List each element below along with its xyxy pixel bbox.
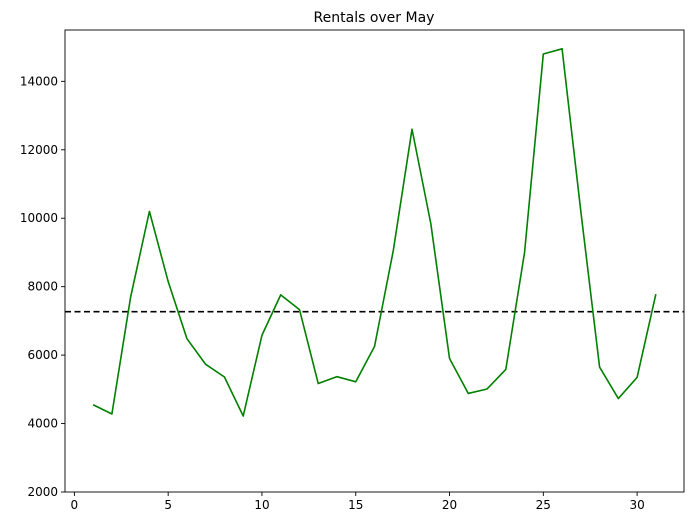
x-tick-label: 25: [536, 498, 551, 512]
x-tick-label: 20: [442, 498, 457, 512]
x-tick-label: 15: [348, 498, 363, 512]
y-tick-label: 14000: [20, 74, 58, 88]
y-tick-label: 8000: [27, 280, 58, 294]
y-tick-label: 12000: [20, 143, 58, 157]
y-tick-label: 2000: [27, 485, 58, 499]
y-tick-label: 6000: [27, 348, 58, 362]
x-tick-label: 30: [629, 498, 644, 512]
x-tick-label: 10: [254, 498, 269, 512]
y-tick-label: 4000: [27, 417, 58, 431]
x-tick-label: 0: [71, 498, 79, 512]
series-line-1: [92, 48, 657, 417]
y-tick-label: 10000: [20, 211, 58, 225]
series-group: [92, 48, 657, 417]
x-tick-label: 5: [164, 498, 172, 512]
plot-frame: [64, 29, 685, 493]
chart-title: Rentals over May: [314, 10, 435, 26]
axes: 0 5 10 15 20 25 30 2000 4000 6000 8000 10000 12000 14…: [20, 29, 685, 512]
